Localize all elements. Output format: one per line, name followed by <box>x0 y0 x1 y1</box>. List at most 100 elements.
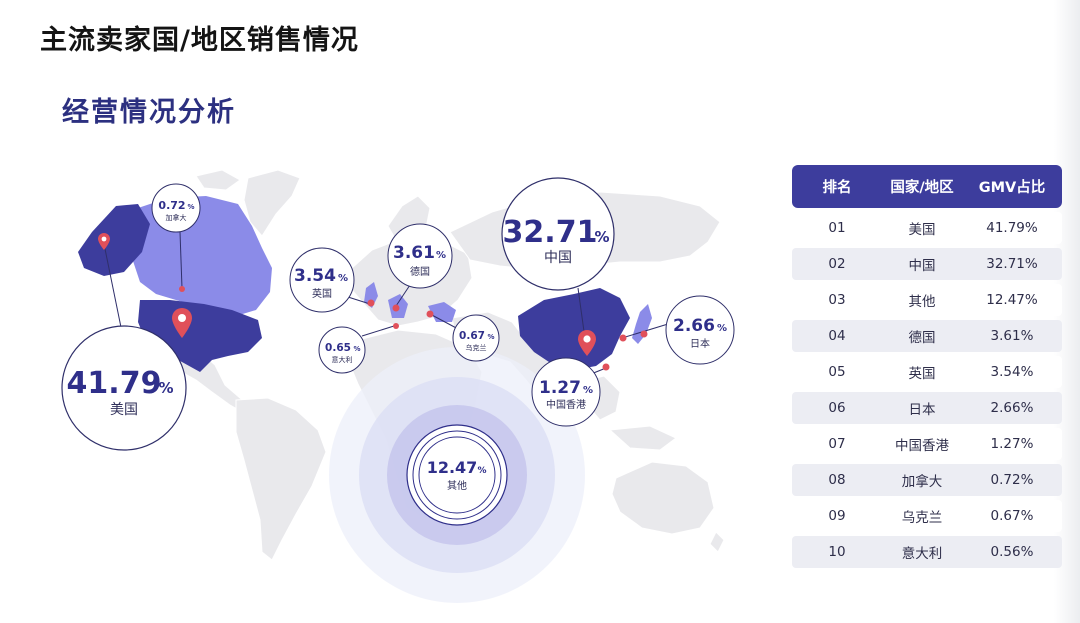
marker-hongkong-icon <box>602 363 610 371</box>
ranking-table-body: 01 美国 41.79% 02 中国 32.71% 03 其他 12.47% 04 德国 3.61% 0… <box>792 212 1062 568</box>
marker-italy-icon <box>393 323 399 329</box>
header-country: 国家/地区 <box>890 180 954 196</box>
gmv-share-cell: 32.71% <box>986 256 1038 272</box>
table-row: 08 加拿大 0.72% <box>792 464 1062 496</box>
gmv-share-cell: 3.54% <box>990 364 1034 380</box>
bubble-japan-pct: % <box>717 323 727 334</box>
marker-alaska-icon <box>98 233 110 250</box>
bubble-china-pct: % <box>594 228 609 246</box>
bubble-uk-name: 英国 <box>312 287 332 300</box>
table-row: 10 意大利 0.56% <box>792 536 1062 568</box>
ripple-other <box>329 347 585 603</box>
bubble-other-name: 其他 <box>447 479 467 492</box>
rank-cell: 06 <box>828 400 846 416</box>
table-row: 04 德国 3.61% <box>792 320 1062 352</box>
header-gmv-share: GMV占比 <box>978 180 1046 196</box>
rank-cell: 04 <box>828 328 846 344</box>
rank-cell: 01 <box>828 220 846 236</box>
bubble-japan-name: 日本 <box>690 337 710 350</box>
country-cell: 中国 <box>908 258 936 274</box>
bubble-canada-value: 0.72 <box>158 199 185 212</box>
section-title: 经营情况分析 <box>62 97 236 128</box>
country-cell: 加拿大 <box>901 474 943 490</box>
country-cell: 中国香港 <box>895 438 949 454</box>
bubble-japan: 2.66 % 日本 <box>665 295 735 365</box>
gmv-share-cell: 0.72% <box>990 472 1034 488</box>
bubble-ukraine: 0.67 % 乌克兰 <box>452 314 500 362</box>
map-bubbles: 41.79 % 美国 0.72 % 加拿大 3.54 % 英国 0.65 % 意… <box>61 177 735 492</box>
bubble-other-value: 12.47 <box>427 458 478 477</box>
marker-usa-icon <box>172 308 192 338</box>
marker-germany-icon <box>392 304 400 312</box>
bubble-other-pct: % <box>477 466 486 476</box>
marker-ukraine-icon <box>426 310 434 318</box>
bubble-germany-pct: % <box>436 250 446 261</box>
header-rank: 排名 <box>822 180 852 196</box>
bubble-usa-value: 41.79 <box>67 366 162 401</box>
ranking-table: 排名 国家/地区 GMV占比 01 美国 41.79% 02 中国 32.71% 03 其他 1… <box>792 165 1062 568</box>
rank-cell: 09 <box>828 508 846 524</box>
gmv-share-cell: 3.61% <box>990 328 1034 344</box>
marker-china-icon <box>578 330 596 356</box>
bubble-hongkong-pct: % <box>583 385 593 396</box>
country-cell: 其他 <box>908 294 936 310</box>
bubble-china-name: 中国 <box>544 250 572 266</box>
bubble-uk-value: 3.54 <box>294 266 336 286</box>
marker-japan-icon <box>640 330 648 338</box>
table-row: 02 中国 32.71% <box>792 248 1062 280</box>
bubble-italy-value: 0.65 <box>325 342 351 354</box>
rank-cell: 02 <box>828 256 846 272</box>
bubble-japan-value: 2.66 <box>673 316 715 336</box>
region-uk <box>364 282 378 308</box>
gmv-share-cell: 41.79% <box>986 220 1038 236</box>
bubble-canada-pct: % <box>187 203 194 211</box>
region-alaska <box>78 204 150 276</box>
bubble-usa-pct: % <box>158 379 173 397</box>
bubble-ukraine-pct: % <box>487 333 494 341</box>
bubble-ukraine-value: 0.67 <box>459 330 485 342</box>
ranking-table-header: 排名 国家/地区 GMV占比 <box>792 165 1062 208</box>
rank-cell: 07 <box>828 436 846 452</box>
bubble-germany: 3.61 % 德国 <box>387 223 453 289</box>
bubble-ukraine-name: 乌克兰 <box>466 343 487 352</box>
bubble-china-value: 32.71 <box>503 215 598 250</box>
country-cell: 日本 <box>908 402 936 418</box>
marker-korea-icon <box>619 334 627 342</box>
gmv-share-cell: 1.27% <box>990 436 1034 452</box>
bubble-other: 12.47 % 其他 <box>427 458 487 492</box>
bubble-uk: 3.54 % 英国 <box>289 247 355 313</box>
bubble-italy-pct: % <box>353 345 360 353</box>
rank-cell: 03 <box>828 292 846 308</box>
location-markers <box>98 233 648 371</box>
gmv-share-cell: 0.56% <box>990 544 1034 560</box>
table-row: 07 中国香港 1.27% <box>792 428 1062 460</box>
bubble-usa: 41.79 % 美国 <box>61 325 187 451</box>
table-row: 06 日本 2.66% <box>792 392 1062 424</box>
bubble-germany-name: 德国 <box>410 265 430 278</box>
country-cell: 乌克兰 <box>901 510 943 526</box>
bubble-usa-name: 美国 <box>110 402 138 418</box>
bubble-italy-name: 意大利 <box>332 355 353 364</box>
bubble-hongkong-value: 1.27 <box>539 378 581 398</box>
region-china <box>518 288 630 370</box>
country-cell: 英国 <box>908 366 936 382</box>
country-cell: 意大利 <box>901 546 943 562</box>
country-cell: 美国 <box>908 222 936 238</box>
rank-cell: 05 <box>828 364 846 380</box>
bubble-canada: 0.72 % 加拿大 <box>151 183 201 233</box>
region-japan <box>632 304 652 344</box>
table-row: 01 美国 41.79% <box>792 212 1062 244</box>
bubble-canada-name: 加拿大 <box>166 213 187 222</box>
marker-uk-icon <box>367 299 375 307</box>
bubble-china: 32.71 % 中国 <box>501 177 615 291</box>
rank-cell: 08 <box>828 472 846 488</box>
page-title: 主流卖家国/地区销售情况 <box>40 25 359 56</box>
table-row: 09 乌克兰 0.67% <box>792 500 1062 532</box>
country-cell: 德国 <box>908 330 936 346</box>
bubble-germany-value: 3.61 <box>393 243 435 263</box>
bubble-italy: 0.65 % 意大利 <box>318 326 366 374</box>
rank-cell: 10 <box>828 544 846 560</box>
gmv-share-cell: 12.47% <box>986 292 1038 308</box>
gmv-share-cell: 0.67% <box>990 508 1034 524</box>
